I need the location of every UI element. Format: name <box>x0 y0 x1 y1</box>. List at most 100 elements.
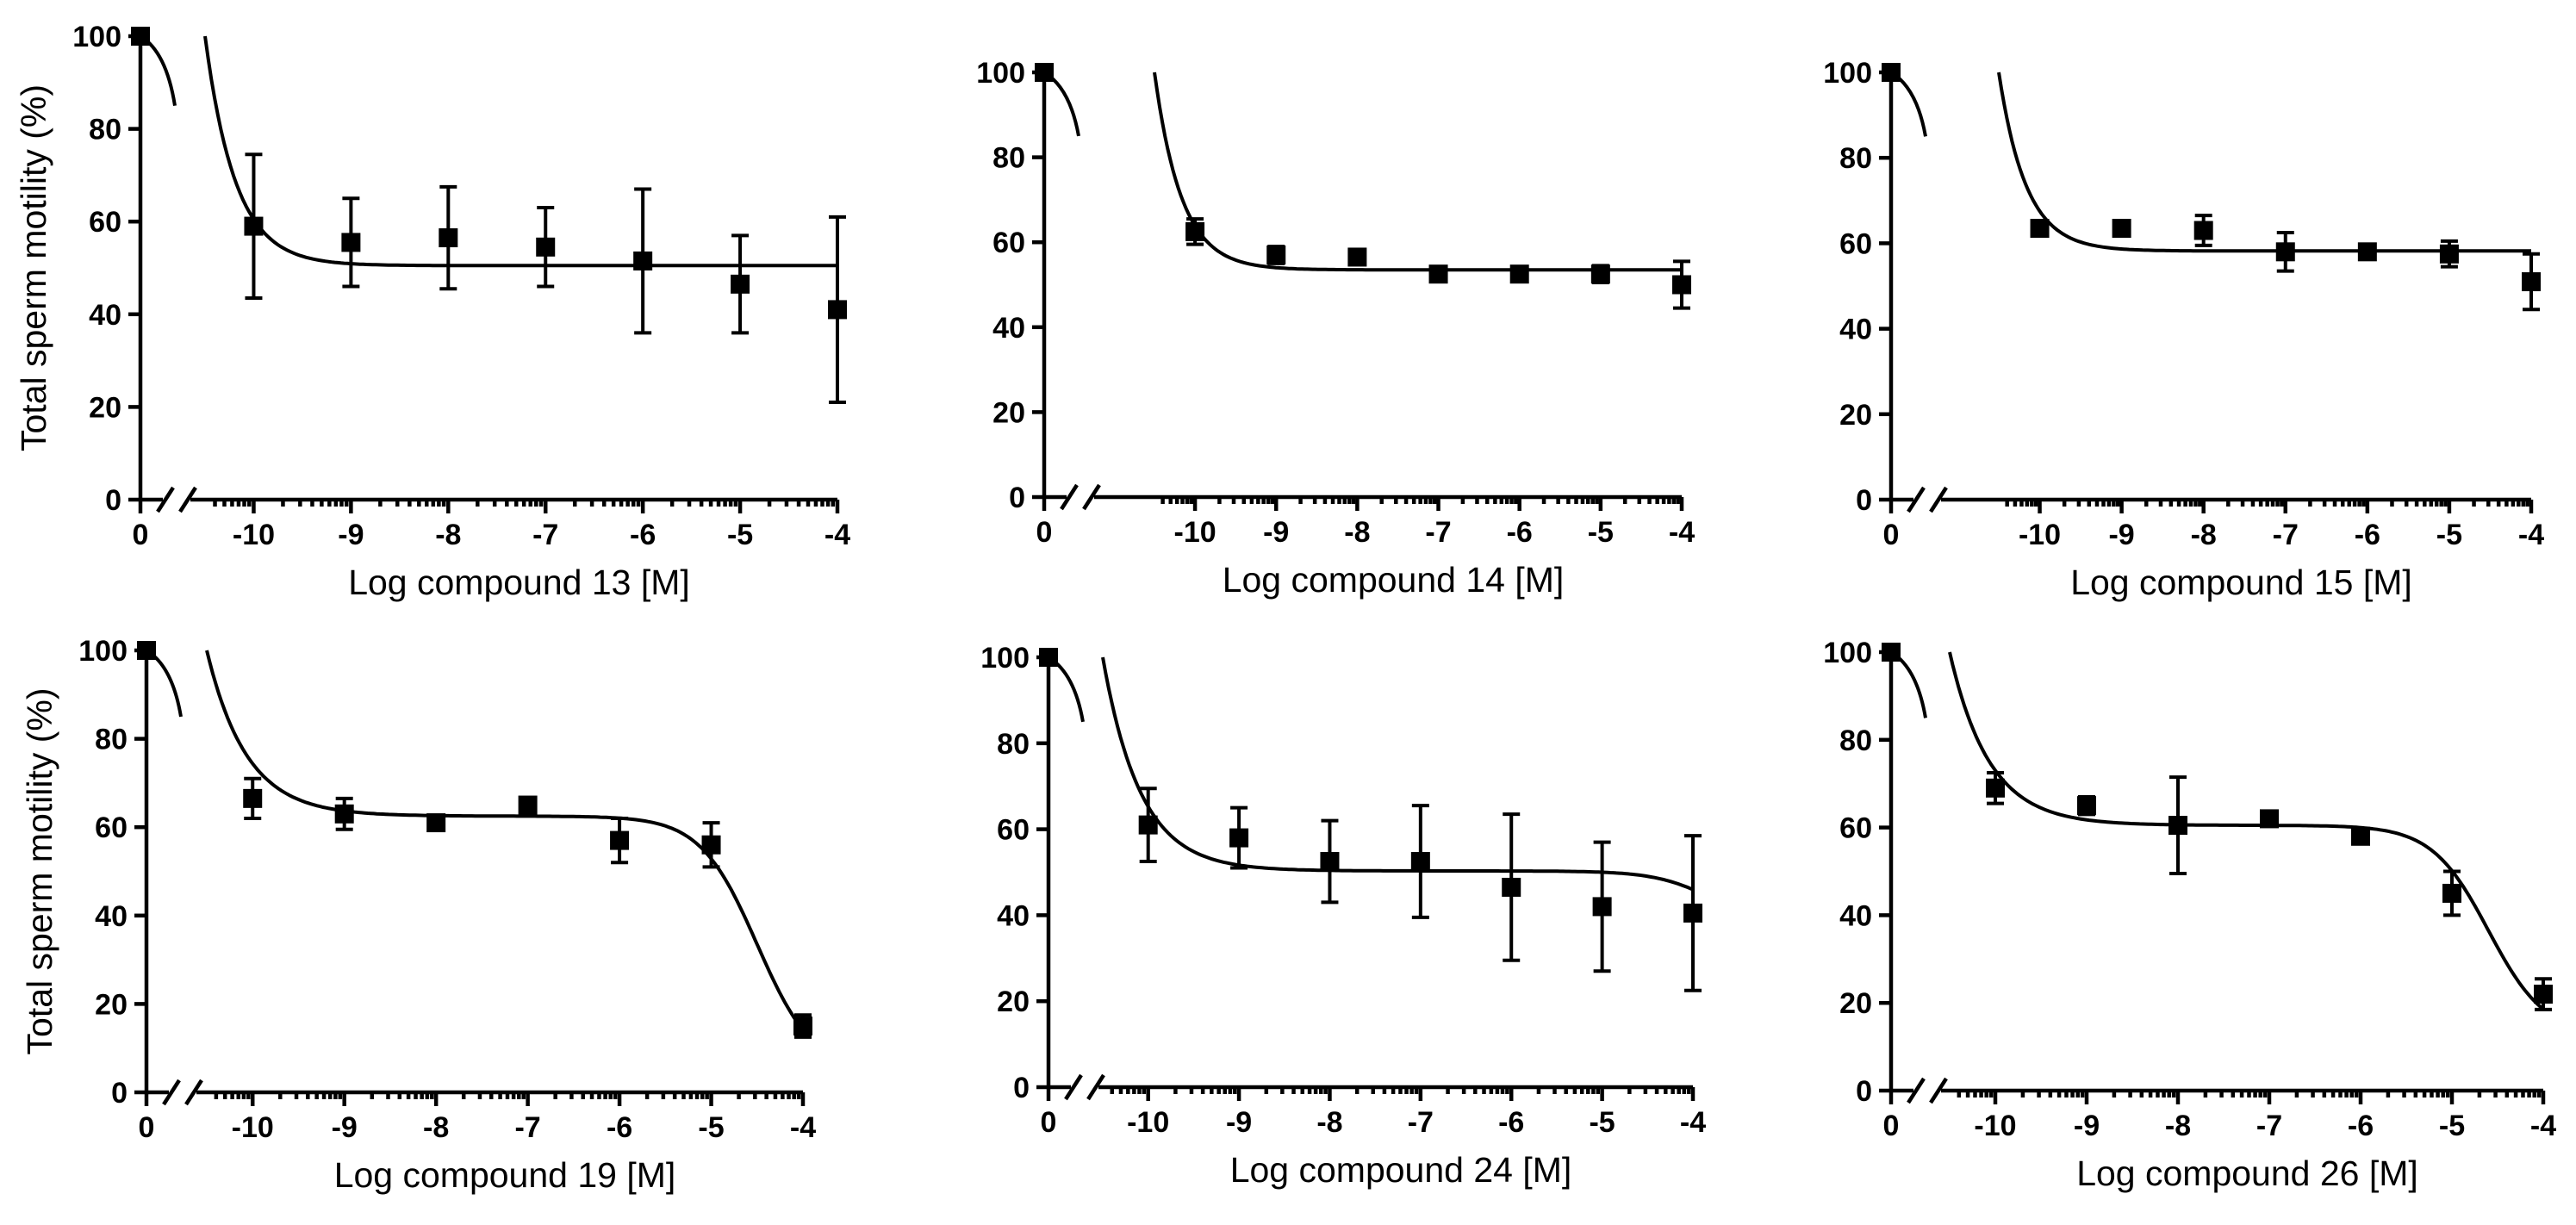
data-point <box>1035 63 1054 82</box>
x-tick-label: -7 <box>514 1111 540 1144</box>
data-point <box>2522 272 2541 292</box>
x-tick-label: -7 <box>2256 1110 2282 1142</box>
y-tick-label: 0 <box>1013 1072 1030 1104</box>
axis-break-mark <box>1086 1073 1105 1101</box>
x-tick-label: -7 <box>532 519 558 551</box>
x-tick-label: -4 <box>1669 516 1695 549</box>
y-tick-label: 20 <box>1839 399 1872 432</box>
fit-curve <box>1153 72 1682 272</box>
data-point <box>426 813 446 833</box>
x-tick-label: -10 <box>1974 1110 2016 1142</box>
data-point <box>137 641 156 660</box>
data-point <box>1592 897 1612 917</box>
x-tick-label: -8 <box>2165 1110 2191 1142</box>
y-tick-label: 0 <box>1856 1075 1872 1108</box>
y-tick-label: 40 <box>1839 314 1872 346</box>
data-point <box>1039 648 1058 667</box>
y-tick-label: 80 <box>997 728 1030 761</box>
y-tick-label: 100 <box>78 635 128 668</box>
fit-curve <box>1997 72 2531 253</box>
x-tick-label: -7 <box>1425 516 1451 549</box>
x-tick-label: -10 <box>1174 516 1216 549</box>
y-tick-label: 40 <box>95 900 128 933</box>
data-point <box>1683 903 1702 923</box>
y-tick-label: 100 <box>976 57 1025 90</box>
x-tick-label: -8 <box>435 519 461 551</box>
fit-curve <box>1948 651 2545 1011</box>
x-tick-label: -8 <box>1316 1106 1342 1139</box>
y-tick-label: 0 <box>1856 484 1872 517</box>
chart-panel: 0 20 40 60 80 100 0 -10 -9 -8 -7 -6 -5 -4 Log compound… <box>1823 57 2544 602</box>
data-point <box>633 251 653 270</box>
data-point <box>334 804 354 824</box>
data-point <box>1882 63 1901 82</box>
axis-break-mark <box>162 1079 181 1106</box>
x-tick-label: -6 <box>2348 1110 2374 1142</box>
y-tick-label: 20 <box>992 396 1025 429</box>
x-tick-label: -4 <box>2530 1110 2556 1142</box>
x-tick-label: -4 <box>824 519 850 551</box>
data-point <box>1229 828 1249 848</box>
x-axis-title: Log compound 15 [M] <box>2070 563 2412 602</box>
axis-break-mark <box>1060 483 1079 511</box>
y-tick-label: 40 <box>1839 899 1872 932</box>
data-point <box>2260 809 2279 829</box>
axis-break-mark <box>1907 486 1926 513</box>
chart-panel: 0 20 40 60 80 100 0 -10 -9 -8 -7 -6 -5 -4 Log compound… <box>980 642 1706 1190</box>
x-axis-title: Log compound 19 [M] <box>334 1155 676 1195</box>
data-point <box>341 233 361 252</box>
data-point <box>1410 852 1430 872</box>
y-tick-label: 0 <box>1009 482 1025 514</box>
x-tick-label: -4 <box>2518 519 2544 551</box>
y-tick-label: 20 <box>997 986 1030 1018</box>
y-tick-label: 40 <box>997 899 1030 932</box>
data-point <box>2275 242 2295 262</box>
x-tick-label: -7 <box>2273 519 2299 551</box>
y-tick-label: 80 <box>89 114 121 146</box>
control-curve <box>1889 650 1927 718</box>
data-point <box>2534 985 2553 1004</box>
axis-break-mark <box>1929 1077 1948 1104</box>
x-tick-label: -9 <box>2108 519 2134 551</box>
x-tick-label: 0 <box>1883 519 1900 551</box>
x-tick-label: -10 <box>1127 1106 1169 1139</box>
x-tick-label: -4 <box>1680 1106 1706 1139</box>
data-point <box>1509 264 1529 284</box>
axis-break-mark <box>1907 1077 1926 1104</box>
control-curve <box>139 34 177 107</box>
x-tick-label: -5 <box>698 1111 724 1144</box>
fit-curve <box>1101 656 1694 892</box>
chart-panel: 0 20 40 60 80 100 0 -10 -9 -8 -7 -6 -5 -4 Log compound… <box>1823 637 2556 1193</box>
x-tick-label: -5 <box>727 519 753 551</box>
y-tick-label: 60 <box>997 814 1030 847</box>
y-tick-label: 60 <box>992 227 1025 259</box>
data-point <box>1185 221 1205 241</box>
x-tick-label: -10 <box>232 1111 274 1144</box>
y-tick-label: 100 <box>1823 57 1872 90</box>
x-tick-label: -8 <box>1344 516 1370 549</box>
data-point <box>244 216 264 236</box>
data-point <box>1320 852 1340 872</box>
x-tick-label: 0 <box>1036 516 1053 549</box>
x-tick-label: -6 <box>1498 1106 1524 1139</box>
axis-break-mark <box>156 486 175 513</box>
y-tick-label: 60 <box>1839 227 1872 260</box>
x-tick-label: -6 <box>1507 516 1533 549</box>
y-tick-label: 80 <box>1839 724 1872 757</box>
y-tick-label: 60 <box>89 206 121 239</box>
axis-break-mark <box>1064 1073 1083 1101</box>
x-tick-label: 0 <box>139 1111 155 1144</box>
chart-panel: 0 20 40 60 80 100 0 -10 -9 -8 -7 -6 -5 -4 Log compound… <box>976 57 1695 600</box>
x-tick-label: -8 <box>2191 519 2217 551</box>
data-point <box>2077 796 2096 816</box>
axis-break-mark <box>1082 483 1101 511</box>
data-point <box>1502 877 1521 897</box>
control-curve <box>145 649 183 718</box>
data-point <box>518 795 538 815</box>
data-point <box>2112 219 2131 239</box>
data-point <box>2357 242 2377 262</box>
control-curve <box>1042 71 1080 137</box>
data-point <box>1428 264 1448 284</box>
x-tick-label: -7 <box>1408 1106 1434 1139</box>
x-axis-title: Log compound 14 [M] <box>1223 560 1565 600</box>
